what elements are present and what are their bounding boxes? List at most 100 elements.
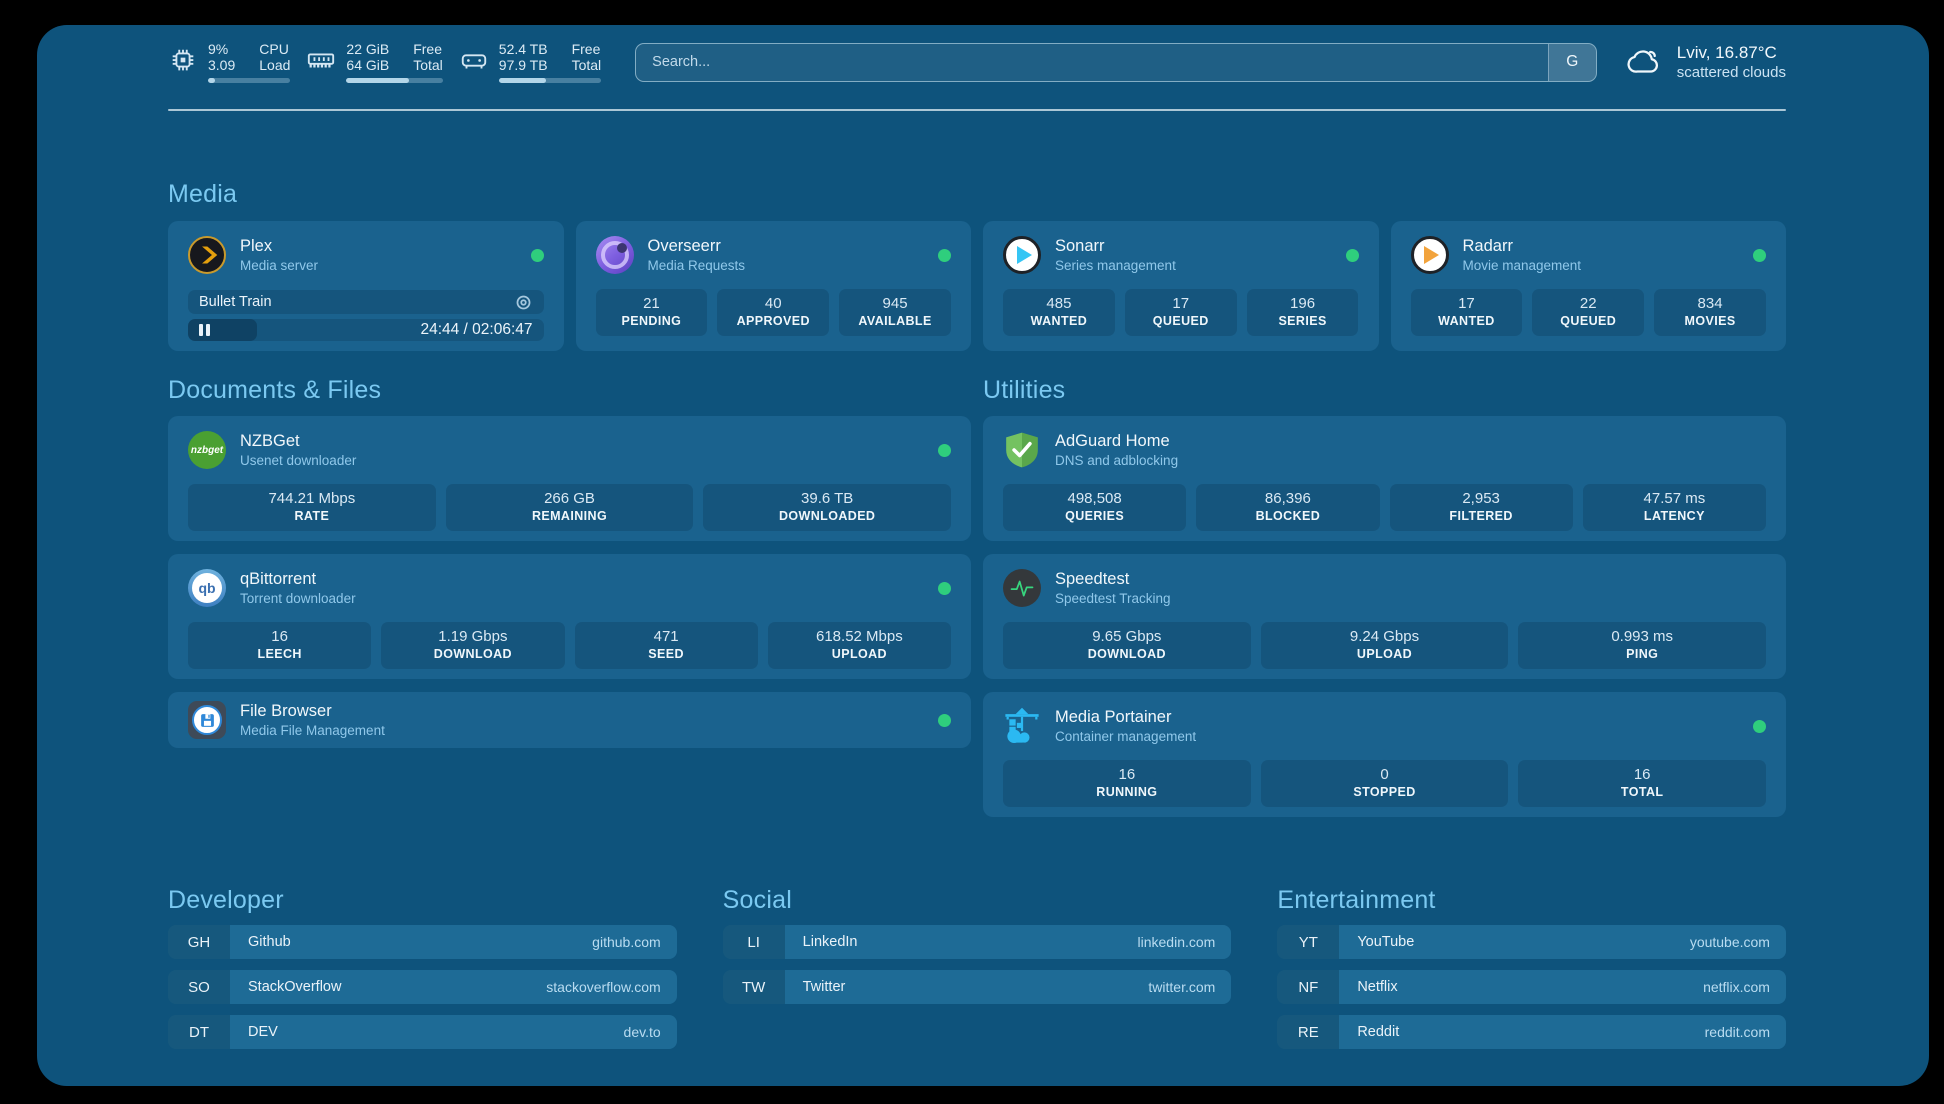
- status-dot: [938, 248, 951, 262]
- stat-tile: 86,396 BLOCKED: [1196, 484, 1380, 531]
- card-adguard[interactable]: AdGuard Home DNS and adblocking 498,508 Q…: [983, 416, 1786, 541]
- stat-label: WANTED: [1030, 314, 1088, 328]
- search-input[interactable]: [636, 43, 1548, 81]
- bookmark-url: linkedin.com: [1137, 934, 1216, 950]
- card-overseerr[interactable]: Overseerr Media Requests 21 PENDING 40 APP…: [575, 221, 971, 351]
- bookmark-linkedin[interactable]: LI LinkedIn linkedin.com: [722, 925, 1232, 959]
- memory-progress-bar: [346, 78, 443, 83]
- bookmark-abbr: YT: [1277, 925, 1340, 959]
- bookmark-name: Github: [248, 934, 291, 950]
- stat-label: AVAILABLE: [858, 314, 932, 328]
- stat-tile: 39.6 TB DOWNLOADED: [703, 484, 952, 531]
- bookmark-dev[interactable]: DT DEV dev.to: [168, 1015, 677, 1049]
- stat-value: 21: [643, 295, 660, 312]
- stat-tile: 17 QUEUED: [1124, 289, 1237, 336]
- session-cog-icon: [516, 295, 530, 309]
- bookmark-url: netflix.com: [1703, 979, 1770, 995]
- app-subtitle: Speedtest Tracking: [1055, 591, 1171, 606]
- top-bar: 9% 3.09 CPU Load: [168, 41, 1786, 83]
- stat-label: RATE: [294, 509, 330, 523]
- bookmark-url: youtube.com: [1689, 934, 1770, 950]
- bookmark-github[interactable]: GH Github github.com: [168, 925, 677, 959]
- stat-label: MOVIES: [1684, 314, 1736, 328]
- stat-value: 9.24 Gbps: [1349, 628, 1420, 645]
- card-qbittorrent[interactable]: qb qBittorrent Torrent downloader 16 LEEC…: [168, 554, 971, 679]
- stat-label: QUEUED: [1560, 314, 1617, 328]
- pause-icon[interactable]: [199, 324, 210, 336]
- stat-value: 16: [1633, 766, 1651, 783]
- stat-value: 16: [271, 628, 288, 645]
- stat-tile: 945 AVAILABLE: [839, 289, 951, 336]
- bookmarks-grid: Developer GH Github github.com SO StackO…: [168, 885, 1786, 1060]
- app-title: Speedtest: [1055, 570, 1130, 588]
- playback-time: 24:44 / 02:06:47: [420, 321, 533, 338]
- stat-label: QUERIES: [1065, 509, 1125, 523]
- stat-value: 40: [764, 295, 782, 312]
- bookmark-stackoverflow[interactable]: SO StackOverflow stackoverflow.com: [168, 970, 677, 1004]
- stat-value: 266 GB: [544, 490, 595, 507]
- stat-value: 618.52 Mbps: [816, 628, 903, 645]
- stat-tile: 17 WANTED: [1410, 289, 1523, 336]
- bookmark-twitter[interactable]: TW Twitter twitter.com: [722, 970, 1232, 1004]
- overseerr-icon: [595, 236, 634, 274]
- stat-tile: 618.52 Mbps UPLOAD: [767, 622, 951, 669]
- card-nzbget[interactable]: nzbget NZBGet Usenet downloader 744.21 M…: [168, 416, 971, 541]
- memory-total-label: Total: [413, 57, 443, 73]
- stat-label: TOTAL: [1620, 785, 1664, 799]
- stat-label: LEECH: [257, 647, 302, 661]
- memory-free-label: Free: [413, 41, 443, 57]
- now-playing-row: Bullet Train: [188, 290, 544, 314]
- stat-value: 945: [882, 295, 908, 312]
- search-engine-button[interactable]: G: [1547, 43, 1596, 81]
- stat-value: 744.21 Mbps: [268, 490, 356, 507]
- stat-value: 834: [1697, 295, 1723, 312]
- nzbget-icon: nzbget: [188, 431, 226, 469]
- stat-tile: 744.21 Mbps RATE: [188, 484, 436, 531]
- stat-tile: 22 QUEUED: [1532, 289, 1645, 336]
- stat-label: LATENCY: [1643, 509, 1705, 523]
- card-radarr[interactable]: Radarr Movie management 17 WANTED 22 QUEUE…: [1390, 221, 1786, 351]
- bookmark-name: DEV: [248, 1024, 278, 1040]
- stat-label: BLOCKED: [1255, 509, 1321, 523]
- stat-tile: 498,508 QUERIES: [1003, 484, 1187, 531]
- utilities-column: Utilities AdGuard Home DNS and adblockin…: [983, 351, 1786, 830]
- stat-label: SERIES: [1278, 314, 1327, 328]
- stat-value: 39.6 TB: [801, 490, 854, 507]
- weather-location-temp: Lviv, 16.87°C: [1676, 43, 1777, 62]
- now-playing-title: Bullet Train: [199, 294, 272, 310]
- stat-tile: 471 SEED: [574, 622, 758, 669]
- cpu-load-value: 3.09: [208, 57, 236, 73]
- bookmark-reddit[interactable]: RE Reddit reddit.com: [1277, 1015, 1786, 1049]
- memory-stat: 22 GiB 64 GiB Free Total: [306, 41, 443, 83]
- stat-tile: 1.19 Gbps DOWNLOAD: [381, 622, 565, 669]
- dashboard-page: 9% 3.09 CPU Load: [37, 25, 1929, 1086]
- bookmark-group-entertainment: Entertainment YT YouTube youtube.com NF …: [1277, 885, 1786, 1060]
- bookmark-group-social: Social LI LinkedIn linkedin.com TW Twitt…: [722, 885, 1232, 1060]
- cpu-usage-value: 9%: [208, 41, 229, 57]
- card-portainer[interactable]: Media Portainer Container management 16 R…: [983, 692, 1786, 817]
- stat-tile: 485 WANTED: [1003, 289, 1115, 336]
- card-sonarr[interactable]: Sonarr Series management 485 WANTED 17 QUE…: [983, 221, 1379, 351]
- bookmark-name: Netflix: [1357, 979, 1398, 995]
- bookmark-abbr: RE: [1277, 1015, 1340, 1049]
- app-title: File Browser: [240, 702, 332, 720]
- stat-label: REMAINING: [531, 509, 608, 523]
- search-bar: G: [635, 42, 1597, 82]
- qbittorrent-icon: qb: [188, 569, 226, 607]
- stat-tile: 16 TOTAL: [1518, 760, 1767, 807]
- section-title-documents: Documents & Files: [168, 376, 382, 404]
- section-title-media: Media: [168, 180, 238, 208]
- disk-total-value: 97.9 TB: [498, 57, 548, 73]
- card-speedtest[interactable]: Speedtest Speedtest Tracking 9.65 Gbps DO…: [983, 554, 1786, 679]
- disk-free-value: 52.4 TB: [498, 41, 548, 57]
- card-filebrowser[interactable]: File Browser Media File Management: [168, 692, 971, 748]
- bookmark-youtube[interactable]: YT YouTube youtube.com: [1277, 925, 1786, 959]
- stat-label: PING: [1626, 647, 1659, 661]
- stat-label: DOWNLOADED: [779, 509, 876, 523]
- stat-label: UPLOAD: [1356, 647, 1413, 661]
- stat-value: 1.19 Gbps: [438, 628, 508, 645]
- bookmark-netflix[interactable]: NF Netflix netflix.com: [1277, 970, 1786, 1004]
- sonarr-icon: [1003, 236, 1041, 274]
- bookmark-url: twitter.com: [1148, 979, 1216, 995]
- card-plex[interactable]: Plex Media server Bullet Train 24:44 / 0…: [168, 221, 564, 351]
